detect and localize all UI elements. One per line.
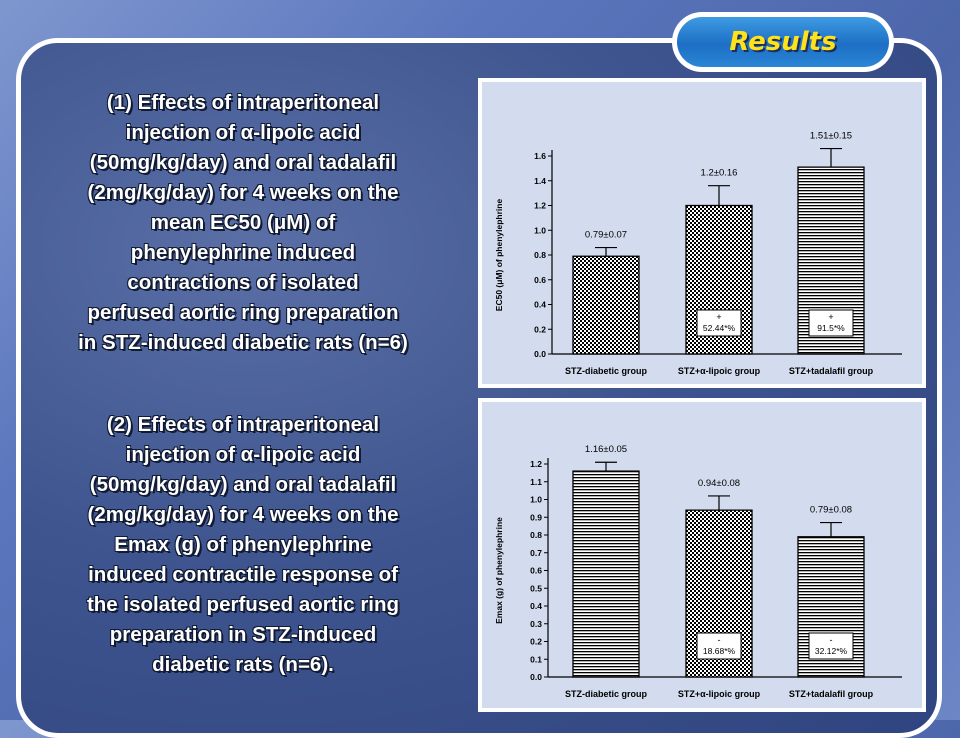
annotation-box — [808, 632, 854, 660]
y-tick-label: 1.0 — [534, 225, 546, 235]
y-axis-label: Emax (g) of phenylephrine — [494, 517, 504, 624]
bar — [572, 470, 640, 678]
description-line: in STZ-induced diabetic rats (n=6) — [78, 331, 408, 354]
annotation-sign: + — [828, 312, 833, 322]
y-tick-label: 0.0 — [530, 672, 542, 682]
data-label: 0.94±0.08 — [698, 478, 740, 489]
annotation-text: 18.68*% — [703, 646, 736, 656]
y-tick-label: 0.0 — [534, 349, 546, 359]
y-axis-label: EC50 (μM) of phenylephrine — [494, 199, 504, 312]
x-tick-label: STZ+α-lipoic group — [678, 366, 761, 376]
description-line: contractions of isolated — [127, 271, 359, 294]
results-title: Results — [729, 27, 837, 57]
x-tick-label: STZ+α-lipoic group — [678, 689, 761, 699]
y-tick-label: 0.8 — [534, 250, 546, 260]
data-label: 1.51±0.15 — [810, 131, 852, 142]
annotation-box — [696, 632, 742, 660]
description-line: injection of α-lipoic acid — [125, 443, 361, 466]
y-tick-label: 0.4 — [534, 300, 546, 310]
results-title-inner: Results — [677, 17, 889, 67]
y-tick-label: 0.2 — [530, 637, 542, 647]
annotation-text: 52.44*% — [703, 323, 736, 333]
description-line: (50mg/kg/day) and oral tadalafil — [89, 151, 397, 174]
chart-ec50-box: 0.0 0.2 0.4 0.6 0.8 1.0 1.2 1.4 1.6 EC50 (μM) of … — [478, 78, 926, 388]
description-line: Emax (g) of phenylephrine — [114, 533, 372, 556]
x-tick-label: STZ+tadalafil group — [789, 366, 874, 376]
annotation-box — [808, 309, 854, 337]
data-label: 1.2±0.16 — [701, 168, 738, 179]
y-tick-label: 0.4 — [530, 601, 542, 611]
description-line: (1) Effects of intraperitoneal — [106, 91, 380, 114]
data-label: 0.79±0.08 — [810, 505, 852, 516]
description-line: (2mg/kg/day) for 4 weeks on the — [87, 181, 399, 204]
description-emax: (2) Effects of intraperitoneal injection … — [18, 410, 468, 680]
x-tick-label: STZ+tadalafil group — [789, 689, 874, 699]
description-line: perfused aortic ring preparation — [87, 301, 399, 324]
description-line: the isolated perfused aortic ring — [86, 593, 400, 616]
description-ec50: (1) Effects of intraperitoneal injection … — [18, 88, 468, 358]
y-tick-label: 1.6 — [534, 151, 546, 161]
description-line: injection of α-lipoic acid — [125, 121, 361, 144]
y-tick-label: 0.3 — [530, 619, 542, 629]
y-tick-label: 1.4 — [534, 176, 546, 186]
y-tick-label: 0.8 — [530, 530, 542, 540]
data-label: 0.79±0.07 — [585, 230, 627, 241]
annotation-box — [696, 309, 742, 337]
description-line: (2mg/kg/day) for 4 weeks on the — [87, 503, 399, 526]
description-line: (2) Effects of intraperitoneal — [106, 413, 380, 436]
description-line: diabetic rats (n=6). — [152, 653, 334, 676]
chart-emax-box: 0.0 0.1 0.2 0.3 0.4 0.5 0.6 0.7 0.8 0.9 1.0 1.1 1.2 E… — [478, 398, 926, 712]
x-tick-label: STZ-diabetic group — [565, 689, 648, 699]
annotation-sign: - — [830, 635, 833, 645]
annotation-text: 91.5*% — [817, 323, 845, 333]
y-tick-label: 0.7 — [530, 548, 542, 558]
data-label: 1.16±0.05 — [585, 444, 627, 455]
annotation-text: 32.12*% — [815, 646, 848, 656]
annotation-sign: + — [716, 312, 721, 322]
description-line: mean EC50 (μM) of — [150, 211, 336, 234]
y-tick-label: 0.9 — [530, 512, 542, 522]
chart-ec50: 0.0 0.2 0.4 0.6 0.8 1.0 1.2 1.4 1.6 EC50 (μM) of … — [482, 82, 922, 384]
y-tick-label: 0.6 — [534, 275, 546, 285]
y-tick-label: 0.6 — [530, 566, 542, 576]
y-tick-label: 1.2 — [530, 459, 542, 469]
x-tick-label: STZ-diabetic group — [565, 366, 648, 376]
results-title-pill: Results — [672, 12, 894, 72]
y-tick-label: 1.1 — [530, 477, 542, 487]
y-tick-label: 1.0 — [530, 495, 542, 505]
description-line: preparation in STZ-induced — [109, 623, 377, 646]
y-tick-label: 0.1 — [530, 654, 542, 664]
y-tick-label: 1.2 — [534, 201, 546, 211]
bar — [572, 255, 640, 355]
annotation-sign: - — [718, 635, 721, 645]
description-line: (50mg/kg/day) and oral tadalafil — [89, 473, 397, 496]
y-tick-label: 0.2 — [534, 324, 546, 334]
y-tick-label: 0.5 — [530, 583, 542, 593]
description-line: phenylephrine induced — [130, 241, 356, 264]
chart-emax: 0.0 0.1 0.2 0.3 0.4 0.5 0.6 0.7 0.8 0.9 1.0 1.1 1.2 E… — [482, 402, 922, 708]
description-line: induced contractile response of — [88, 563, 398, 586]
